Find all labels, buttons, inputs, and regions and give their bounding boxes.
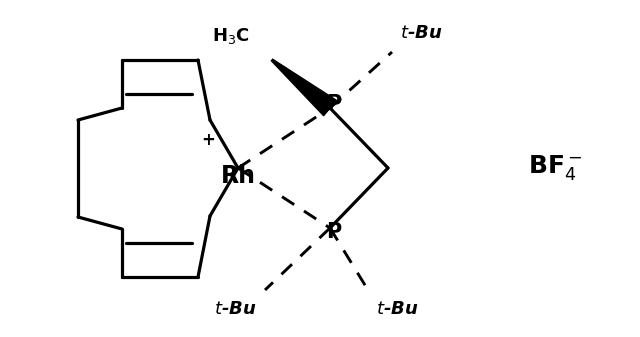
- Text: $t$-Bu: $t$-Bu: [376, 300, 419, 318]
- Text: BF$_4^-$: BF$_4^-$: [528, 153, 582, 183]
- Text: +: +: [201, 131, 215, 149]
- Text: P: P: [326, 222, 342, 242]
- Text: Rh: Rh: [221, 164, 255, 188]
- Text: P: P: [326, 94, 342, 114]
- Polygon shape: [271, 59, 337, 116]
- Text: $t$-Bu: $t$-Bu: [400, 24, 442, 42]
- Text: H$_3$C: H$_3$C: [212, 26, 250, 46]
- Text: $t$-Bu: $t$-Bu: [214, 300, 257, 318]
